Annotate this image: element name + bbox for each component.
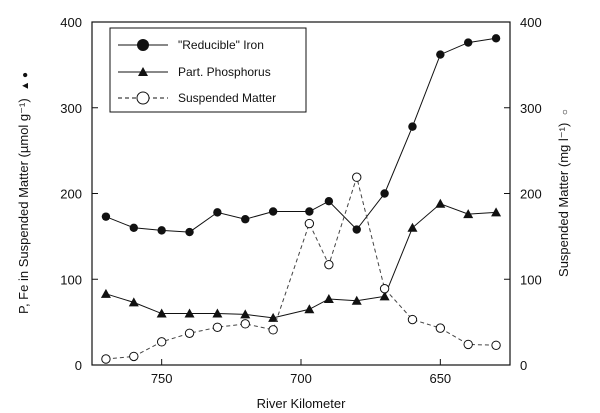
- y-axis-left-title-markers: ▲ ●: [20, 72, 31, 91]
- x-tick-label-650: 650: [429, 371, 451, 386]
- y-axis-right-title: Suspended Matter (mg l⁻¹) ○: [556, 109, 571, 277]
- data-point: [491, 207, 502, 217]
- series-2: [101, 172, 501, 364]
- y-right-tick-label-200: 200: [520, 187, 542, 202]
- y-right-tick-label-100: 100: [520, 272, 542, 287]
- data-point: [268, 312, 279, 322]
- data-point: [407, 314, 418, 325]
- y-axis-right-title-marker: ○: [560, 109, 571, 115]
- data-point: [491, 34, 501, 43]
- data-point: [101, 212, 111, 221]
- data-point: [464, 38, 473, 47]
- y-axis-left-title: P, Fe in Suspended Matter (µmol g⁻¹) ▲ ●: [16, 72, 31, 314]
- data-point: [212, 322, 223, 332]
- data-point: [380, 189, 389, 198]
- data-point: [156, 337, 167, 347]
- data-point: [435, 198, 446, 208]
- data-point: [184, 308, 195, 318]
- data-point: [304, 218, 315, 229]
- series-1: [100, 198, 502, 322]
- y-left-tick-label-400: 400: [60, 15, 82, 30]
- y-right-tick-label-300: 300: [520, 101, 542, 116]
- data-point: [323, 293, 334, 303]
- data-point: [240, 319, 250, 329]
- y-axis-left-title-text: P, Fe in Suspended Matter (µmol g⁻¹): [16, 98, 31, 314]
- data-point: [157, 226, 166, 235]
- data-point: [240, 309, 251, 319]
- data-point: [351, 295, 362, 305]
- data-point: [352, 225, 361, 234]
- legend: "Reducible" Iron Part. Phosphorus Suspende…: [109, 27, 307, 113]
- y-left-tick-label-100: 100: [60, 272, 82, 287]
- y-left-tick-label-0: 0: [75, 358, 82, 373]
- x-tick-label-700: 700: [290, 371, 312, 386]
- data-point: [324, 197, 334, 206]
- x-tick-label-750: 750: [151, 371, 173, 386]
- y-axis-right-title-text: Suspended Matter (mg l⁻¹): [556, 123, 571, 277]
- data-point: [129, 223, 138, 232]
- series-layer: [100, 34, 502, 364]
- data-point: [241, 215, 250, 224]
- data-point: [268, 207, 278, 216]
- data-point: [436, 50, 445, 59]
- data-point: [324, 259, 334, 270]
- data-point: [407, 222, 418, 232]
- series-0: [101, 34, 501, 237]
- data-point: [435, 323, 446, 333]
- legend-marker-0: [137, 39, 149, 51]
- series-line-1: [105, 203, 497, 319]
- data-point: [212, 308, 223, 318]
- data-point: [100, 288, 111, 298]
- y-right-tick-label-400: 400: [520, 15, 542, 30]
- y-right-tick-label-0: 0: [520, 358, 527, 373]
- data-point: [101, 354, 111, 364]
- legend-marker-2: [136, 91, 150, 105]
- data-point: [185, 227, 194, 237]
- y-left-tick-label-200: 200: [60, 187, 82, 202]
- data-point: [463, 209, 474, 219]
- data-point: [129, 351, 139, 362]
- data-point: [156, 308, 167, 318]
- data-point: [379, 283, 390, 294]
- legend-entries: "Reducible" Iron Part. Phosphorus Suspende…: [118, 38, 276, 105]
- data-point: [408, 122, 417, 131]
- data-point: [305, 207, 314, 216]
- x-axis-title: River Kilometer: [257, 396, 347, 411]
- data-point: [304, 304, 315, 314]
- legend-label-1: Part. Phosphorus: [178, 65, 271, 79]
- legend-marker-1: [138, 67, 148, 76]
- axis-ticks: 750 700 650 0 100 200 300 400 0 100 200 300 400: [60, 15, 541, 386]
- data-point: [213, 208, 222, 217]
- data-point: [352, 172, 362, 182]
- legend-label-0: "Reducible" Iron: [178, 38, 264, 52]
- data-point: [184, 328, 195, 338]
- y-left-tick-label-300: 300: [60, 101, 82, 116]
- data-point: [379, 291, 390, 301]
- legend-label-2: Suspended Matter: [178, 91, 276, 105]
- data-point: [268, 325, 278, 335]
- data-point: [128, 297, 139, 307]
- data-point: [463, 339, 473, 350]
- data-point: [491, 340, 501, 350]
